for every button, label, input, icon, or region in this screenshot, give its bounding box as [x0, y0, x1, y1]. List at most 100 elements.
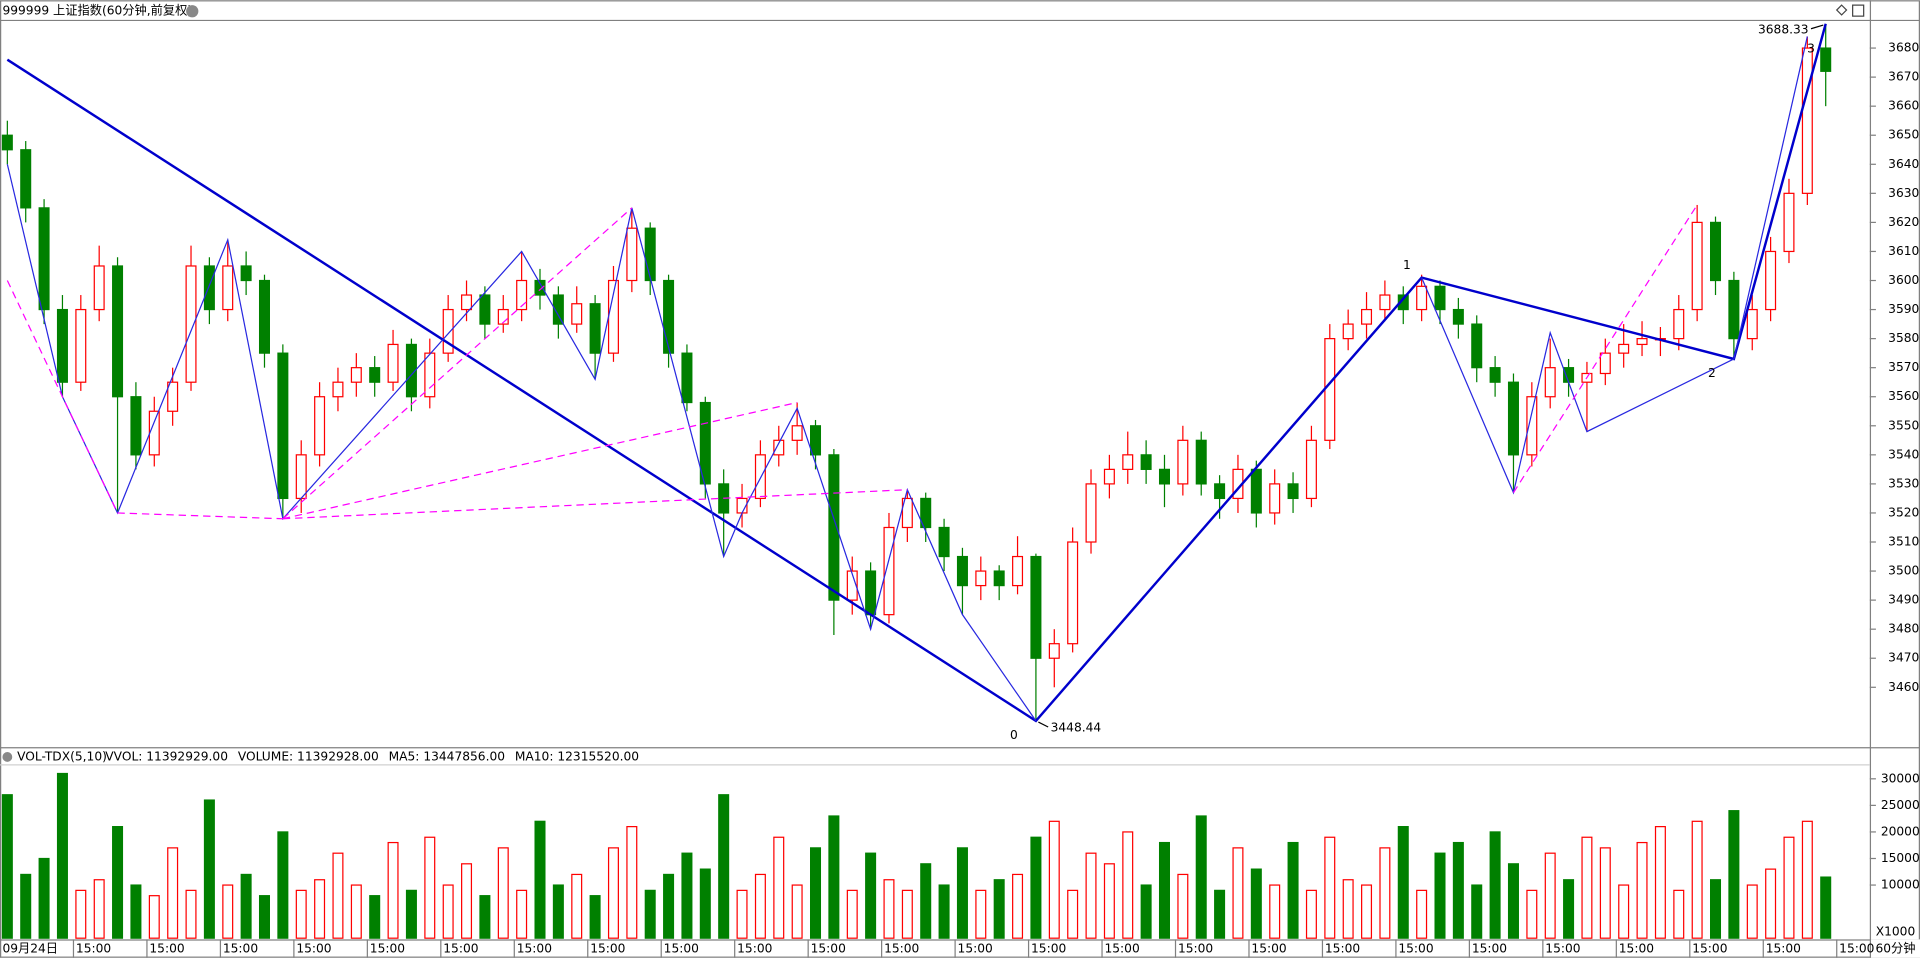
candle-body: [20, 149, 32, 209]
volume-bar: [1397, 826, 1409, 939]
volume-bar: [1269, 884, 1281, 939]
period[interactable]: 60分钟: [1875, 941, 1915, 956]
candle-body: [810, 425, 822, 456]
x-tick-label: 15:00: [517, 942, 552, 956]
candle-body: [1103, 468, 1115, 485]
volume-bar: [956, 847, 968, 939]
x-tick-label: 15:00: [1251, 942, 1286, 956]
y-tick-label: 3490: [1888, 593, 1919, 607]
candle-body: [626, 227, 638, 282]
candle-body: [681, 352, 693, 404]
legend-entry: VOLUME: 11392928.00: [238, 749, 379, 763]
candle-body: [332, 381, 344, 398]
candle-body: [497, 308, 509, 325]
candle-body: [203, 265, 215, 311]
volume-bar: [699, 868, 711, 939]
candle-body: [846, 570, 858, 601]
volume-bar: [1710, 879, 1722, 939]
volume-bar: [626, 826, 638, 939]
volume-bar: [901, 889, 913, 939]
candle-body: [405, 343, 417, 398]
legend-entry: VVOL: 11392929.00: [105, 749, 228, 763]
y-tick-label: 3670: [1888, 70, 1919, 84]
y-tick-label: 3650: [1888, 128, 1919, 142]
volume-bar: [552, 884, 564, 939]
candle-body: [222, 265, 234, 311]
candle-body: [1361, 308, 1373, 325]
x-tick-label: 15:00: [958, 942, 993, 956]
volume-bar: [1158, 841, 1171, 939]
x-tick-label: 15:00: [370, 942, 405, 956]
volume-bar: [167, 847, 179, 939]
y-tick-label: 3590: [1888, 302, 1919, 316]
volume-bar: [203, 799, 215, 939]
candle-body: [534, 279, 546, 296]
candle-body: [1140, 454, 1152, 470]
volume-bar: [1471, 884, 1483, 939]
volume-bar: [424, 836, 436, 939]
candle-body: [1526, 396, 1538, 456]
volume-bar: [1250, 868, 1262, 939]
candle-body: [185, 265, 197, 383]
volume-bar: [589, 895, 601, 939]
volume-bar: [1287, 841, 1299, 939]
low-pointer: [1038, 721, 1049, 728]
y-tick-label: 3570: [1888, 360, 1919, 374]
volume-bar: [1563, 879, 1575, 939]
y-tick-label: 3500: [1888, 564, 1919, 578]
candle-body: [1434, 285, 1446, 311]
chart-title: 999999 上证指数(60分钟,前复权): [2, 3, 192, 18]
wave-label: 3: [1807, 42, 1815, 56]
candle-body: [1030, 555, 1042, 659]
candle-body: [461, 294, 473, 311]
high-pointer: [1810, 24, 1824, 30]
x-tick-label: 15:00: [296, 942, 331, 956]
volume-bar: [663, 873, 675, 939]
y-tick-label: 25000: [1881, 798, 1920, 812]
candle-body: [56, 308, 68, 383]
volume-bar: [240, 873, 252, 939]
candle-body: [93, 265, 105, 311]
y-tick-label: 3600: [1888, 273, 1919, 287]
volume-bar: [185, 889, 197, 939]
x-tick-label: 15:00: [1031, 942, 1066, 956]
candle-body: [258, 279, 270, 354]
candle-body: [1746, 308, 1758, 340]
candle-body: [1122, 454, 1134, 470]
volume-title: VOL-TDX(5,10): [17, 749, 107, 763]
candle-body: [369, 367, 381, 383]
volume-bar: [1361, 884, 1373, 939]
y-tick-label: 3560: [1888, 389, 1919, 403]
candle-body: [277, 352, 289, 500]
volume-bar: [1544, 852, 1556, 939]
candle-body: [1489, 367, 1501, 383]
high-label: 3688.33: [1758, 22, 1809, 36]
volume-bar: [1691, 820, 1703, 939]
candle-body: [1324, 338, 1336, 441]
candle-body: [1710, 221, 1722, 282]
menu-icon[interactable]: [186, 5, 199, 18]
candle-body: [1305, 439, 1317, 500]
volume-bar: [148, 895, 160, 939]
candle-body: [1452, 308, 1464, 325]
period-box[interactable]: [1871, 939, 1920, 958]
volume-menu-icon[interactable]: [2, 752, 13, 762]
volume-bar: [571, 873, 583, 939]
candle-body: [1379, 294, 1391, 311]
candle-body: [1250, 468, 1262, 514]
y-tick-label: 3620: [1888, 215, 1919, 229]
volume-bar: [442, 884, 454, 939]
candle-body: [295, 454, 307, 500]
candle-body: [1048, 643, 1060, 659]
diamond-icon[interactable]: [1835, 4, 1848, 16]
x-tick-label: 15:00: [149, 942, 184, 956]
window-icon[interactable]: [1852, 4, 1865, 17]
y-tick-label: 15000: [1881, 851, 1920, 865]
volume-bar: [1654, 826, 1666, 939]
low-label: 3448.44: [1051, 721, 1102, 735]
candle-body: [901, 497, 913, 529]
volume-bar: [75, 889, 87, 939]
x-tick-label: 15:00: [811, 942, 846, 956]
volume-bar: [754, 873, 766, 939]
